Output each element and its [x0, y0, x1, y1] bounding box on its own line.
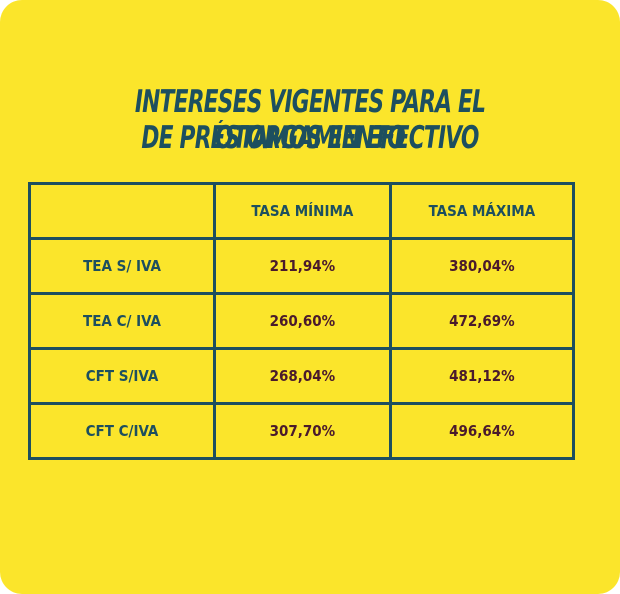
- rates-table: TASA MÍNIMA TASA MÁXIMA TEA S/ IVA 211,94% 3…: [28, 182, 576, 460]
- table-cell: TEA S/ IVA: [28, 237, 216, 295]
- table-cell: 472,69%: [388, 292, 576, 350]
- table-row: TEA S/ IVA 211,94% 380,04%: [28, 237, 576, 295]
- table-cell: 211,94%: [213, 237, 392, 295]
- table-row: CFT C/IVA 307,70% 496,64%: [28, 402, 576, 460]
- table-cell: 268,04%: [213, 347, 392, 405]
- table-cell: CFT C/IVA: [28, 402, 216, 460]
- table-cell: TASA MÁXIMA: [388, 182, 576, 240]
- title: DE PRÉSTAMOS EN EFECTIVO: [141, 120, 479, 156]
- title: INTERESES VIGENTES PARA EL OTORGAMIENTO: [134, 84, 486, 156]
- table-cell: 260,60%: [213, 292, 392, 350]
- table-cell: TASA MÍNIMA: [213, 182, 392, 240]
- table-cell: 307,70%: [213, 402, 392, 460]
- table-cell: CFT S/IVA: [28, 347, 216, 405]
- table-cell: 481,12%: [388, 347, 576, 405]
- table-row: CFT S/IVA 268,04% 481,12%: [28, 347, 576, 405]
- table-row: TEA C/ IVA 260,60% 472,69%: [28, 292, 576, 350]
- table-cell: [28, 182, 216, 240]
- table-cell: 380,04%: [388, 237, 576, 295]
- table-row: TASA MÍNIMA TASA MÁXIMA: [28, 182, 576, 240]
- table-cell: 496,64%: [388, 402, 576, 460]
- table-cell: TEA C/ IVA: [28, 292, 216, 350]
